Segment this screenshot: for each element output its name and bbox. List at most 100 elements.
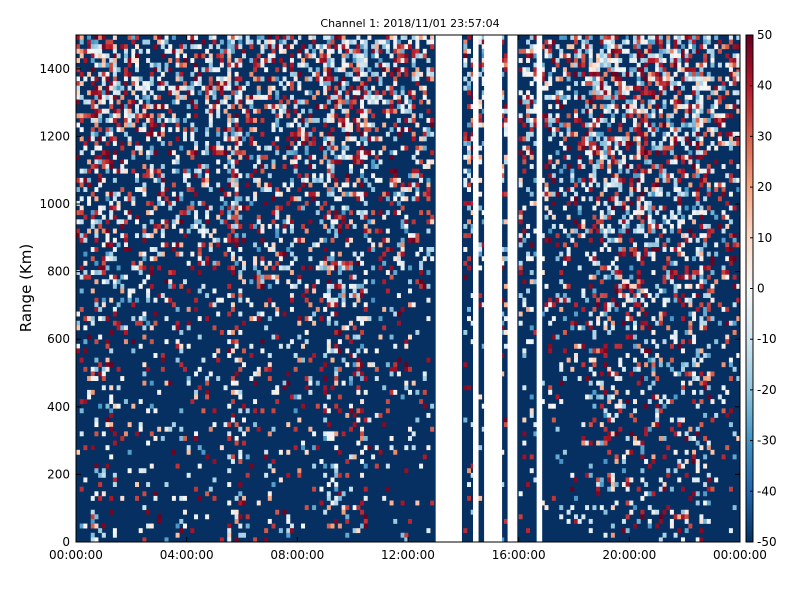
heatmap-cell [334,85,339,91]
heatmap-cell [190,122,195,128]
heatmap-cell [636,274,641,280]
heatmap-cell [363,316,368,322]
heatmap-cell [478,302,483,308]
heatmap-cell [334,302,339,308]
heatmap-cell [323,90,328,96]
heatmap-cell [341,122,346,128]
heatmap-cell [699,104,704,110]
heatmap-cell [695,76,700,82]
heatmap-cell [371,454,376,460]
heatmap-cell [253,537,258,543]
heatmap-cell [526,233,531,239]
heatmap-cell [341,302,346,308]
heatmap-cell [574,200,578,206]
heatmap-cell [105,39,110,45]
heatmap-cell [142,468,147,474]
heatmap-cell [289,67,294,73]
heatmap-cell [142,182,147,188]
heatmap-cell [142,380,147,386]
heatmap-cell [404,532,409,538]
heatmap-cell [83,339,88,345]
heatmap-cell [603,117,608,123]
heatmap-cell [186,210,191,216]
heatmap-cell [157,39,162,45]
heatmap-cell [706,477,711,483]
heatmap-cell [101,491,106,497]
heatmap-cell [186,35,191,40]
heatmap-cell [408,237,412,243]
heatmap-cell [297,122,302,128]
heatmap-cell [337,495,342,501]
heatmap-cell [430,219,435,225]
heatmap-cell [76,228,80,234]
heatmap-cell [618,76,623,82]
heatmap-cell [655,94,660,100]
heatmap-cell [374,90,379,96]
heatmap-cell [105,256,110,262]
heatmap-cell [94,523,99,529]
heatmap-cell [467,85,472,91]
heatmap-cell [500,90,505,96]
heatmap-cell [618,228,623,234]
heatmap-cell [286,472,291,478]
heatmap-cell [374,136,379,142]
heatmap-cell [367,76,372,82]
heatmap-cell [245,99,250,105]
heatmap-cell [301,445,306,451]
heatmap-cell [109,256,114,262]
heatmap-cell [352,412,357,418]
heatmap-cell [548,122,553,128]
heatmap-cell [695,154,700,160]
heatmap-cell [293,150,298,156]
heatmap-cell [301,182,306,188]
heatmap-cell [426,67,431,73]
heatmap-cell [289,394,294,400]
heatmap-cell [644,67,649,73]
heatmap-cell [647,71,652,77]
heatmap-cell [278,251,283,257]
heatmap-cell [326,141,331,146]
heatmap-cell [123,113,128,119]
heatmap-cell [267,94,272,100]
heatmap-cell [706,385,711,391]
heatmap-cell [684,270,689,275]
heatmap-cell [588,283,593,289]
heatmap-cell [146,408,151,414]
heatmap-cell [112,44,117,50]
heatmap-cell [223,237,228,243]
heatmap-cell [330,256,335,262]
heatmap-cell [326,58,331,63]
heatmap-cell [245,523,250,529]
heatmap-cell [208,35,213,40]
heatmap-cell [599,131,604,137]
heatmap-cell [363,233,368,239]
heatmap-cell [146,58,151,63]
heatmap-cell [101,242,106,248]
heatmap-cell [98,136,103,142]
heatmap-cell [242,265,246,271]
heatmap-cell [98,117,103,123]
heatmap-cell [599,385,604,391]
heatmap-cell [518,67,523,73]
heatmap-cell [186,187,191,193]
heatmap-cell [618,251,623,257]
heatmap-cell [518,219,523,225]
heatmap-cell [658,191,663,197]
heatmap-cell [408,518,412,524]
heatmap-cell [363,288,368,294]
heatmap-cell [555,94,560,100]
heatmap-cell [603,265,608,271]
heatmap-cell [297,316,302,322]
heatmap-cell [101,270,106,275]
heatmap-cell [216,150,221,156]
heatmap-cell [703,491,708,497]
heatmap-cell [304,339,309,345]
heatmap-cell [94,228,99,234]
heatmap-cell [109,454,114,460]
heatmap-cell [171,449,176,455]
heatmap-cell [146,210,151,216]
heatmap-cell [596,297,601,303]
heatmap-cell [230,412,235,418]
heatmap-cell [360,509,365,515]
heatmap-cell [319,459,324,464]
